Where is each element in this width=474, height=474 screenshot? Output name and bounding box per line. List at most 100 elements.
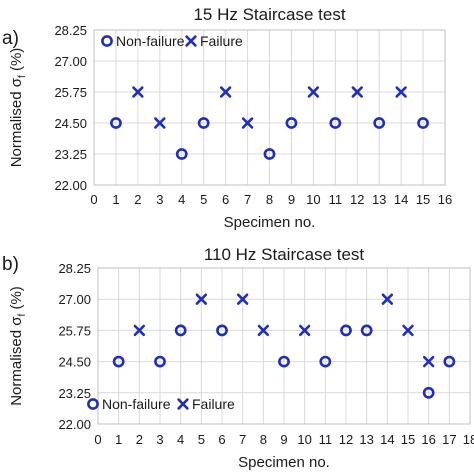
x-tick-label: 14 (394, 192, 408, 207)
x-stroke (133, 324, 146, 337)
series-failure (132, 86, 407, 129)
series-non-failure (112, 324, 456, 399)
x-tick-label: 1 (115, 432, 122, 447)
x-tick-label: 9 (288, 192, 295, 207)
legend-label: Failure (200, 33, 243, 49)
y-axis-label-unit: (%) (8, 48, 25, 76)
x-tick-label: 4 (178, 192, 185, 207)
legend-label: Non-failure (116, 33, 185, 49)
data-point-failure (395, 86, 407, 98)
y-axis-label-main: Normalised σ (8, 77, 25, 167)
y-axis-label: Normalised σf (%) (8, 48, 28, 168)
x-tick-label: 2 (134, 192, 141, 207)
x-tick-label: 5 (200, 192, 207, 207)
x-stroke (132, 86, 144, 98)
data-point-non-failure (360, 324, 373, 337)
data-point-failure (422, 355, 435, 368)
series-failure (133, 293, 435, 368)
x-tick-label: 11 (319, 432, 333, 447)
data-point-non-failure (278, 355, 290, 368)
data-point-failure (381, 293, 394, 305)
x-tick-label: 18 (463, 432, 474, 447)
data-point-non-failure (154, 355, 166, 368)
y-axis-label-main: Normalised σ (8, 316, 25, 406)
x-tick-label: 16 (438, 192, 452, 207)
y-tick-label: 25.75 (54, 85, 87, 100)
x-stroke (219, 86, 232, 98)
plot-area (93, 29, 446, 186)
x-tick-label: 3 (156, 192, 163, 207)
series-non-failure (110, 117, 429, 160)
x-tick-label: 13 (359, 432, 373, 447)
data-point-failure (132, 86, 144, 98)
x-stroke (241, 117, 254, 129)
data-point-non-failure (443, 355, 456, 368)
x-tick-label: 7 (239, 432, 246, 447)
chart-title: 110 Hz Staircase test (204, 245, 365, 264)
data-point-failure (154, 117, 166, 129)
x-tick-label: 16 (421, 432, 435, 447)
data-point-failure (236, 293, 249, 305)
x-tick-label: 10 (306, 192, 320, 207)
x-tick-label: 7 (244, 192, 251, 207)
y-axis-label-sub: f (17, 75, 28, 78)
x-stroke (422, 355, 435, 368)
data-point-failure (298, 324, 311, 337)
x-tick-label: 15 (401, 432, 415, 447)
x-stroke (236, 293, 249, 305)
x-stroke (298, 324, 311, 337)
x-tick-label: 12 (339, 432, 353, 447)
x-tick-label: 6 (218, 432, 225, 447)
x-stroke (177, 398, 189, 410)
data-point-non-failure (340, 324, 352, 337)
plot-area (97, 267, 471, 425)
data-point-non-failure (112, 355, 125, 368)
x-stroke (257, 324, 270, 337)
y-tick-label: 23.25 (58, 386, 91, 401)
y-tick-label: 24.50 (58, 355, 91, 370)
x-tick-label: 5 (198, 432, 205, 447)
data-point-non-failure (422, 386, 435, 399)
y-tick-label: 22.00 (58, 417, 91, 432)
x-axis-label: Specimen no. (224, 214, 316, 231)
legend: Non-failure Failure (101, 33, 243, 49)
x-stroke (154, 117, 166, 129)
panel-label: b) (2, 254, 19, 275)
x-tick-label: 3 (156, 432, 163, 447)
legend-marker-x (185, 35, 197, 47)
y-tick-label: 28.25 (58, 261, 91, 276)
x-tick-label: 1 (112, 192, 119, 207)
x-tick-label: 0 (94, 432, 101, 447)
data-point-failure (219, 86, 232, 98)
y-axis-label: Normalised σf (%) (8, 286, 28, 406)
x-tick-label: 12 (350, 192, 364, 207)
x-tick-label: 13 (372, 192, 386, 207)
panel-a-15hz: 0 1 2 3 4 5 6 7 8 9 10 11 12 13 14 15 1622.0023.2524.502… (2, 5, 452, 231)
panel-label: a) (2, 28, 19, 49)
legend-marker-x (177, 398, 189, 410)
y-tick-label: 23.25 (54, 147, 87, 162)
data-point-non-failure (329, 117, 342, 129)
x-stroke (395, 86, 407, 98)
data-point-failure (133, 324, 146, 337)
data-point-non-failure (263, 148, 276, 160)
x-tick-label: 6 (222, 192, 229, 207)
data-point-non-failure (197, 117, 210, 129)
data-point-failure (307, 86, 320, 98)
data-point-non-failure (285, 117, 298, 129)
data-point-failure (402, 324, 414, 337)
panel-b-110hz: 0 1 2 3 4 5 6 7 8 9 10 11 12 13 14 15 16 17 1822.0023.2524… (2, 245, 474, 471)
x-tick-label: 9 (280, 432, 287, 447)
x-tick-label: 17 (442, 432, 456, 447)
y-tick-label: 24.50 (54, 116, 87, 131)
y-axis-label-sub: f (17, 313, 28, 316)
legend-label: Failure (192, 396, 235, 412)
x-tick-label: 8 (260, 432, 267, 447)
data-point-non-failure (417, 117, 429, 129)
x-stroke (307, 86, 320, 98)
data-point-failure (257, 324, 270, 337)
chart-title: 15 Hz Staircase test (193, 5, 345, 24)
data-point-non-failure (110, 117, 122, 129)
data-point-non-failure (373, 117, 386, 129)
